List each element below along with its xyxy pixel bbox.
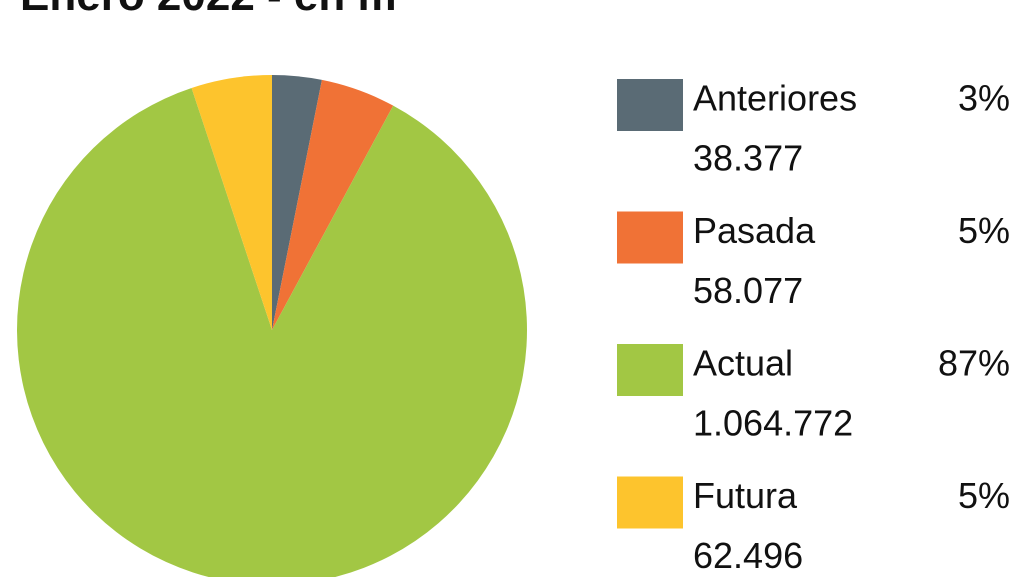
legend-percentage: 5% (958, 475, 1010, 516)
legend-label: Pasada (693, 210, 816, 251)
legend-percentage: 87% (938, 343, 1010, 384)
legend-value: 58.077 (693, 270, 803, 311)
legend-label: Futura (693, 475, 798, 516)
pie-slice (191, 75, 272, 330)
legend-label: Actual (693, 343, 793, 384)
legend-value: 62.496 (693, 535, 803, 576)
legend-value: 1.064.772 (693, 403, 853, 444)
legend-swatch (617, 79, 683, 131)
legend-swatch (617, 476, 683, 529)
legend-label: Anteriores (693, 78, 857, 119)
legend-percentage: 3% (958, 78, 1010, 119)
pie-slice (272, 79, 394, 330)
pie-slice (272, 75, 322, 330)
legend-value: 38.377 (693, 138, 803, 179)
legend-percentage: 5% (958, 210, 1010, 251)
pie-slice (16, 88, 527, 577)
legend-swatch (617, 211, 683, 264)
legend-swatch (617, 344, 683, 396)
chart-title: Enero 2022 - en m (20, 0, 397, 20)
